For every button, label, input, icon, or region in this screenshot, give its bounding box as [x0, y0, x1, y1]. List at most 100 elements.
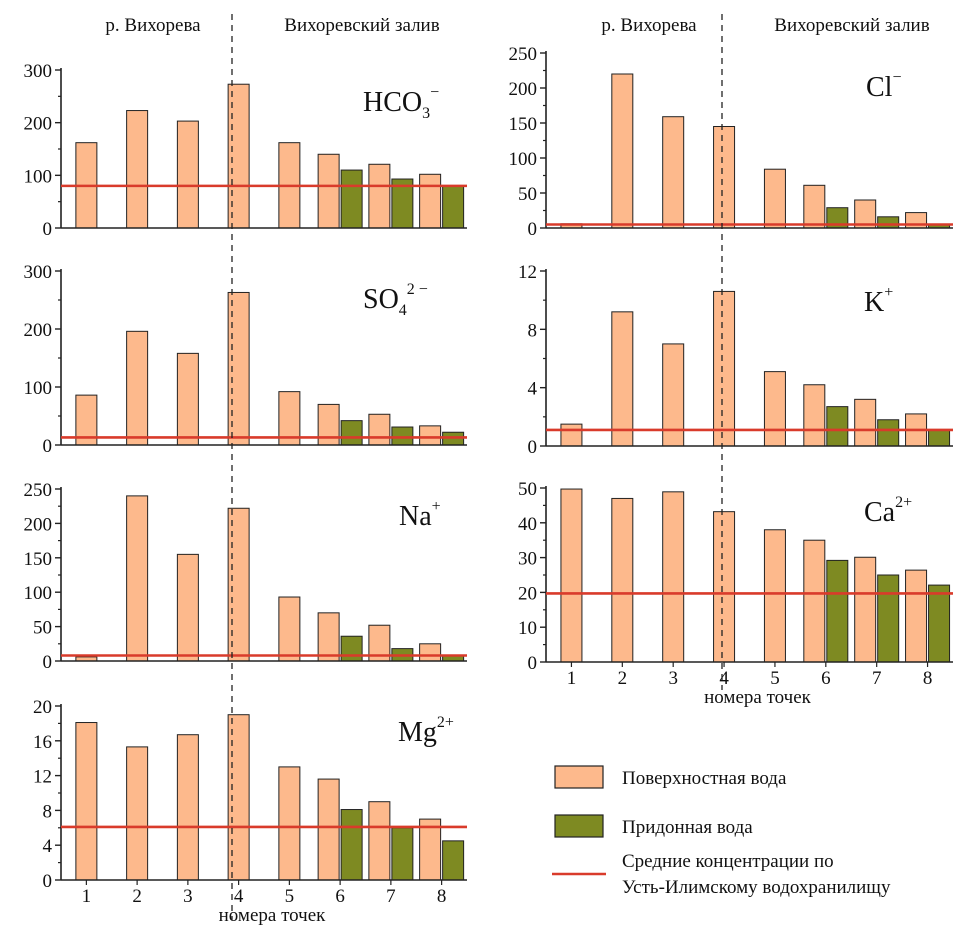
y-tick-label: 16 — [33, 732, 52, 753]
x-tick-label: 6 — [821, 668, 831, 689]
x-tick-label: 4 — [234, 886, 244, 907]
bar-bottom — [877, 574, 900, 663]
bar-surface — [317, 153, 340, 229]
x-tick-label: 6 — [335, 886, 345, 907]
y-tick-label: 50 — [518, 479, 537, 500]
y-tick-label: 250 — [509, 44, 538, 65]
legend-label-bottom: Придонная вода — [622, 817, 753, 838]
bar-surface — [126, 330, 149, 446]
bar-surface — [763, 168, 786, 229]
region-label-river: р. Вихорева — [105, 15, 201, 36]
bar-surface — [560, 423, 583, 447]
x-tick-label: 3 — [183, 886, 193, 907]
y-tick-label: 0 — [528, 653, 538, 674]
y-tick-label: 8 — [528, 320, 538, 341]
bar-bottom — [391, 426, 414, 446]
ion-label: SO42 − — [363, 281, 428, 319]
ion-label: HCO3− — [363, 84, 439, 122]
y-tick-label: 150 — [24, 549, 53, 570]
bar-surface — [419, 173, 442, 229]
bar-surface — [368, 413, 391, 446]
region-label-river: р. Вихорева — [601, 15, 697, 36]
y-tick-label: 4 — [528, 379, 538, 400]
y-tick-label: 20 — [518, 583, 537, 604]
x-axis-title: номера точек — [219, 905, 326, 926]
bar-surface — [803, 184, 826, 229]
bar-surface — [854, 398, 877, 447]
bar-bottom — [877, 216, 900, 229]
y-tick-label: 50 — [33, 618, 52, 639]
legend-label-surface: Поверхностная вода — [622, 768, 787, 789]
bar-surface — [227, 291, 250, 446]
bar-surface — [278, 596, 301, 662]
ion-label: Cl− — [866, 69, 902, 103]
y-tick-label: 200 — [24, 114, 53, 135]
y-tick-label: 100 — [24, 378, 53, 399]
bar-surface — [763, 529, 786, 663]
x-tick-label: 8 — [923, 668, 933, 689]
bar-surface — [763, 371, 786, 447]
bar-bottom — [340, 809, 363, 881]
bar-surface — [317, 612, 340, 662]
y-tick-label: 250 — [24, 480, 53, 501]
x-tick-label: 2 — [618, 668, 628, 689]
bar-surface — [611, 73, 634, 229]
bar-surface — [317, 403, 340, 446]
bar-surface — [713, 511, 736, 663]
bar-surface — [611, 497, 634, 663]
bar-surface — [419, 643, 442, 662]
bar-surface — [176, 120, 199, 229]
bar-surface — [176, 553, 199, 662]
bar-bottom — [340, 169, 363, 229]
x-tick-label: 1 — [82, 886, 92, 907]
chart-panel-cl: 0 50 100 150 200 250 Cl− — [509, 44, 953, 240]
bar-surface — [227, 714, 250, 881]
bar-bottom — [826, 559, 849, 663]
y-tick-label: 200 — [509, 79, 538, 100]
bar-surface — [368, 163, 391, 229]
x-axis-title: номера точек — [704, 687, 811, 708]
region-label-bay: Вихоревский залив — [774, 15, 929, 36]
bar-surface — [560, 488, 583, 663]
bar-surface — [176, 734, 199, 881]
x-tick-label: 5 — [285, 886, 295, 907]
legend: Поверхностная вода Придонная вода Средние … — [552, 765, 891, 898]
y-tick-label: 10 — [518, 618, 537, 639]
bar-surface — [176, 352, 199, 446]
x-tick-label: 2 — [132, 886, 142, 907]
y-tick-label: 300 — [24, 262, 53, 283]
bar-surface — [126, 110, 149, 229]
x-tick-label: 8 — [437, 886, 447, 907]
x-tick-label: 7 — [872, 668, 882, 689]
bar-bottom — [877, 419, 900, 447]
y-tick-label: 4 — [43, 836, 53, 857]
y-tick-label: 8 — [43, 801, 53, 822]
bar-surface — [803, 539, 826, 663]
bar-surface — [419, 425, 442, 446]
y-tick-label: 20 — [33, 697, 52, 718]
ion-label: Na+ — [399, 498, 441, 532]
legend-label-mean: Средние концентрации по — [622, 851, 834, 872]
x-tick-label: 5 — [770, 668, 780, 689]
y-tick-label: 40 — [518, 514, 537, 535]
y-tick-label: 200 — [24, 514, 53, 535]
bar-surface — [662, 116, 685, 229]
bar-surface — [713, 290, 736, 447]
chart-panel-k: 0 4 8 12 K+ — [518, 262, 953, 458]
legend-swatch-surface — [554, 765, 604, 789]
bar-surface — [803, 384, 826, 447]
bar-surface — [662, 491, 685, 663]
legend-label-mean-2: Усть-Илимскому водохранилищу — [622, 877, 891, 898]
region-label-bay: Вихоревский залив — [284, 15, 439, 36]
bar-surface — [368, 801, 391, 881]
y-tick-label: 0 — [43, 652, 53, 673]
bar-bottom — [442, 185, 465, 229]
bar-bottom — [442, 840, 465, 881]
bar-bottom — [928, 429, 951, 447]
y-tick-label: 200 — [24, 320, 53, 341]
bar-surface — [905, 569, 928, 663]
bar-bottom — [928, 584, 951, 663]
